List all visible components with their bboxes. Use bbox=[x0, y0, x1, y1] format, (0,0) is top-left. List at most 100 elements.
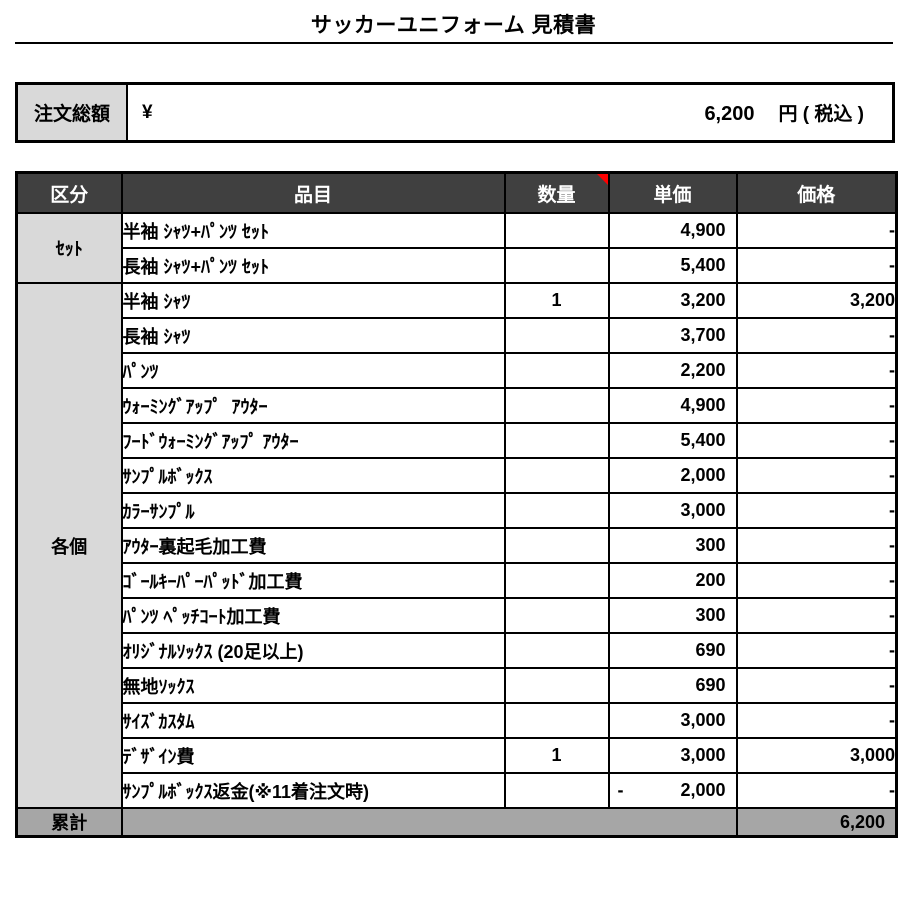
header-quantity-label: 数量 bbox=[537, 184, 576, 206]
unit-price-value: 3,000 bbox=[680, 500, 726, 520]
quantity-cell[interactable] bbox=[503, 387, 610, 424]
item-cell: ｳｫｰﾐﾝｸﾞｱｯﾌﾟ ｱｳﾀｰ bbox=[120, 387, 506, 424]
price-cell: - bbox=[735, 597, 898, 634]
currency-symbol: ¥ bbox=[142, 101, 153, 123]
table-row: ｳｫｰﾐﾝｸﾞｱｯﾌﾟ ｱｳﾀｰ 4,900- bbox=[17, 387, 898, 424]
unit-price-value: 4,900 bbox=[680, 395, 726, 415]
price-cell: - bbox=[735, 457, 898, 494]
unit-price-value: 5,400 bbox=[680, 255, 726, 275]
item-cell: ｵﾘｼﾞﾅﾙｿｯｸｽ (20足以上) bbox=[120, 632, 506, 669]
total-filler-cell bbox=[120, 807, 738, 838]
unit-price-value: 300 bbox=[695, 605, 726, 625]
unit-price-value: 4,900 bbox=[680, 220, 726, 240]
quantity-cell[interactable] bbox=[503, 702, 610, 739]
table-row: 無地ｿｯｸｽ 690- bbox=[17, 667, 898, 704]
quantity-cell[interactable]: 1 bbox=[503, 737, 610, 774]
header-quantity: 数量 bbox=[503, 171, 610, 214]
table-row: ﾊﾟﾝﾂ ﾍﾟｯﾁｺｰﾄ加工費 300- bbox=[17, 597, 898, 634]
unit-price-cell: 3,700 bbox=[607, 317, 738, 354]
unit-price-value: 5,400 bbox=[680, 430, 726, 450]
quantity-cell[interactable] bbox=[503, 247, 610, 284]
total-label: 累計 bbox=[15, 807, 123, 838]
item-cell: ｺﾞｰﾙｷｰﾊﾟｰﾊﾟｯﾄﾞ加工費 bbox=[120, 562, 506, 599]
quantity-cell[interactable] bbox=[503, 667, 610, 704]
unit-price-value: 300 bbox=[695, 535, 726, 555]
header-row: 区分 品目 数量 単価 価格 bbox=[15, 171, 898, 214]
unit-price-cell: 300 bbox=[607, 597, 738, 634]
header-item-label: 品目 bbox=[293, 184, 332, 206]
unit-price-cell: 2,000 bbox=[607, 457, 738, 494]
item-cell: ｻﾝﾌﾟﾙﾎﾞｯｸｽ返金(※11着注文時) bbox=[120, 772, 506, 809]
header-category-label: 区分 bbox=[50, 184, 89, 206]
unit-price-value: 690 bbox=[695, 675, 726, 695]
order-total-amount-group: 6,200 円 ( 税込 ) bbox=[704, 99, 864, 126]
table-row: ｻﾝﾌﾟﾙﾎﾞｯｸｽ返金(※11着注文時) -2,000- bbox=[17, 772, 898, 809]
quantity-cell[interactable] bbox=[503, 492, 610, 529]
unit-price-value: 3,000 bbox=[680, 710, 726, 730]
unit-price-minus: - bbox=[617, 780, 624, 800]
price-cell: - bbox=[735, 422, 898, 459]
quantity-cell[interactable] bbox=[503, 527, 610, 564]
unit-price-value: 3,000 bbox=[680, 745, 726, 765]
price-cell: - bbox=[735, 492, 898, 529]
table-row: ｻﾝﾌﾟﾙﾎﾞｯｸｽ 2,000- bbox=[17, 457, 898, 494]
unit-price-cell: 3,000 bbox=[607, 737, 738, 774]
header-item: 品目 bbox=[120, 171, 506, 214]
unit-price-cell: 5,400 bbox=[607, 422, 738, 459]
price-cell: - bbox=[735, 667, 898, 704]
table-row: ｱｳﾀｰ裏起毛加工費 300- bbox=[17, 527, 898, 564]
item-cell: 無地ｿｯｸｽ bbox=[120, 667, 506, 704]
item-cell: ｻﾝﾌﾟﾙﾎﾞｯｸｽ bbox=[120, 457, 506, 494]
header-price-label: 価格 bbox=[797, 184, 836, 206]
table-row: ﾊﾟﾝﾂ 2,200- bbox=[17, 352, 898, 389]
table-row: ｵﾘｼﾞﾅﾙｿｯｸｽ (20足以上) 690- bbox=[17, 632, 898, 669]
quantity-cell[interactable] bbox=[503, 772, 610, 809]
header-unit-price-label: 単価 bbox=[653, 184, 692, 206]
category-cell: ｾｯﾄ bbox=[15, 212, 123, 284]
header-price: 価格 bbox=[735, 171, 898, 214]
quantity-cell[interactable] bbox=[503, 212, 610, 249]
header-unit-price: 単価 bbox=[607, 171, 738, 214]
quantity-cell[interactable]: 1 bbox=[503, 282, 610, 319]
quantity-cell[interactable] bbox=[503, 352, 610, 389]
unit-price-value: 3,700 bbox=[680, 325, 726, 345]
item-cell: ｻｲｽﾞｶｽﾀﾑ bbox=[120, 702, 506, 739]
price-cell: 3,200 bbox=[735, 282, 898, 319]
table-row: ｶﾗｰｻﾝﾌﾟﾙ 3,000- bbox=[17, 492, 898, 529]
category-cell: 各個 bbox=[15, 282, 123, 809]
comment-indicator-icon[interactable] bbox=[596, 174, 608, 185]
item-cell: ｶﾗｰｻﾝﾌﾟﾙ bbox=[120, 492, 506, 529]
price-cell: - bbox=[735, 772, 898, 809]
quantity-cell[interactable] bbox=[503, 597, 610, 634]
price-cell: - bbox=[735, 317, 898, 354]
table-row: ｾｯﾄ 半袖 ｼｬﾂ+ﾊﾟﾝﾂ ｾｯﾄ 4,900- bbox=[15, 212, 898, 284]
quantity-cell[interactable] bbox=[503, 562, 610, 599]
unit-price-cell: - 2,000 bbox=[607, 772, 738, 809]
unit-price-value: 2,000 bbox=[680, 465, 726, 485]
unit-price-cell: 3,000 bbox=[607, 492, 738, 529]
table-row: ﾃﾞｻﾞｲﾝ費 1 3,000 3,000 bbox=[17, 737, 898, 774]
total-price: 6,200 bbox=[735, 807, 898, 838]
table-row: 各個 半袖 ｼｬﾂ 1 3,200 3,200 bbox=[15, 282, 898, 809]
item-cell: ﾌｰﾄﾞｳｫｰﾐﾝｸﾞｱｯﾌﾟ ｱｳﾀｰ bbox=[120, 422, 506, 459]
page-title: サッカーユニフォーム 見積書 bbox=[310, 14, 597, 37]
table-row: ｺﾞｰﾙｷｰﾊﾟｰﾊﾟｯﾄﾞ加工費 200- bbox=[17, 562, 898, 599]
unit-price-cell: 3,000 bbox=[607, 702, 738, 739]
item-cell: 長袖 ｼｬﾂ bbox=[120, 317, 506, 354]
unit-price-value: 690 bbox=[695, 640, 726, 660]
quantity-cell[interactable] bbox=[503, 317, 610, 354]
price-cell: - bbox=[735, 527, 898, 564]
order-total-unit: 円 ( 税込 ) bbox=[778, 104, 865, 125]
quantity-cell[interactable] bbox=[503, 632, 610, 669]
unit-price-cell: 200 bbox=[607, 562, 738, 599]
item-cell: ﾃﾞｻﾞｲﾝ費 bbox=[120, 737, 506, 774]
unit-price-cell: 3,200 bbox=[607, 282, 738, 319]
unit-price-cell: 5,400 bbox=[607, 247, 738, 284]
quantity-cell[interactable] bbox=[503, 457, 610, 494]
quantity-cell[interactable] bbox=[503, 422, 610, 459]
price-cell: - bbox=[735, 387, 898, 424]
item-cell: ｱｳﾀｰ裏起毛加工費 bbox=[120, 527, 506, 564]
item-cell: 長袖 ｼｬﾂ+ﾊﾟﾝﾂ ｾｯﾄ bbox=[120, 247, 506, 284]
quote-table: 区分 品目 数量 単価 価格 ｾｯﾄ 半袖 ｼｬﾂ+ﾊﾟﾝﾂ ｾｯﾄ 4,900- 長… bbox=[15, 171, 898, 838]
price-cell: - bbox=[735, 702, 898, 739]
